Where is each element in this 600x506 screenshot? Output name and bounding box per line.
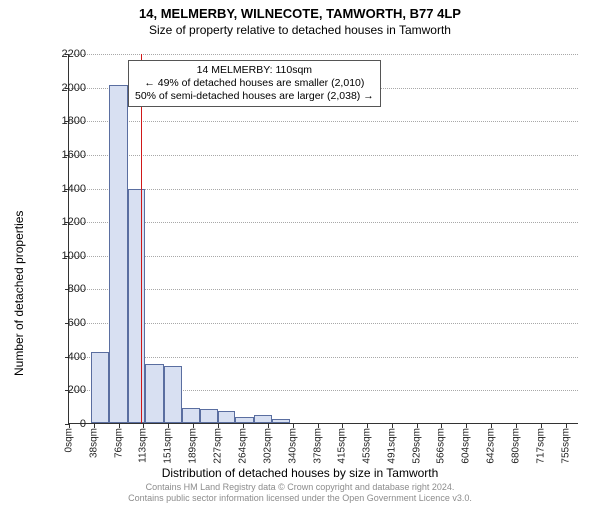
xtick-label: 755sqm xyxy=(560,428,571,464)
xtick-label: 151sqm xyxy=(163,428,174,464)
xtick-label: 604sqm xyxy=(461,428,472,464)
ytick-label: 200 xyxy=(68,384,86,396)
title-line1: 14, MELMERBY, WILNECOTE, TAMWORTH, B77 4… xyxy=(0,6,600,21)
xtick-label: 529sqm xyxy=(412,428,423,464)
xtick-label: 227sqm xyxy=(213,428,224,464)
plot-area: 0sqm38sqm76sqm113sqm151sqm189sqm227sqm26… xyxy=(68,54,578,424)
gridline xyxy=(69,357,578,358)
annotation-line3: 50% of semi-detached houses are larger (… xyxy=(135,90,374,103)
ytick-label: 2200 xyxy=(62,48,86,60)
ytick-label: 1800 xyxy=(62,115,86,127)
histogram-bar xyxy=(218,411,236,423)
footer-line1: Contains HM Land Registry data © Crown c… xyxy=(0,482,600,493)
xtick-label: 680sqm xyxy=(511,428,522,464)
xtick-label: 378sqm xyxy=(312,428,323,464)
histogram-bar xyxy=(182,408,200,423)
ytick-label: 800 xyxy=(68,283,86,295)
footer: Contains HM Land Registry data © Crown c… xyxy=(0,482,600,504)
histogram-bar xyxy=(145,364,163,423)
histogram-bar xyxy=(109,85,127,423)
title-line2: Size of property relative to detached ho… xyxy=(0,23,600,37)
xtick-label: 302sqm xyxy=(262,428,273,464)
ytick-label: 1200 xyxy=(62,216,86,228)
xtick-label: 113sqm xyxy=(138,428,149,463)
ytick-label: 1600 xyxy=(62,149,86,161)
histogram-bar xyxy=(272,419,290,423)
ytick-label: 600 xyxy=(68,317,86,329)
xtick-label: 0sqm xyxy=(64,428,75,452)
footer-line2: Contains public sector information licen… xyxy=(0,493,600,504)
xtick-label: 642sqm xyxy=(486,428,497,464)
gridline xyxy=(69,155,578,156)
ytick-label: 0 xyxy=(80,418,86,430)
histogram-bar xyxy=(235,417,253,423)
gridline xyxy=(69,289,578,290)
xtick-label: 189sqm xyxy=(188,428,199,464)
annotation-line2: ← 49% of detached houses are smaller (2,… xyxy=(135,77,374,90)
xtick-label: 415sqm xyxy=(337,428,348,464)
xtick-label: 566sqm xyxy=(436,428,447,464)
xtick-label: 491sqm xyxy=(387,428,398,464)
x-axis-label: Distribution of detached houses by size … xyxy=(0,466,600,480)
ytick-label: 1400 xyxy=(62,183,86,195)
chart-container: 0sqm38sqm76sqm113sqm151sqm189sqm227sqm26… xyxy=(68,54,578,424)
histogram-bar xyxy=(200,409,218,423)
xtick-label: 453sqm xyxy=(362,428,373,464)
ytick-label: 400 xyxy=(68,351,86,363)
xtick-label: 264sqm xyxy=(237,428,248,464)
gridline xyxy=(69,54,578,55)
annotation-line1: 14 MELMERBY: 110sqm xyxy=(135,64,374,77)
xtick-label: 76sqm xyxy=(114,428,125,458)
ytick-label: 1000 xyxy=(62,250,86,262)
histogram-bar xyxy=(164,366,182,423)
histogram-bar xyxy=(128,189,146,423)
annotation-box: 14 MELMERBY: 110sqm ← 49% of detached ho… xyxy=(128,60,381,107)
gridline xyxy=(69,323,578,324)
gridline xyxy=(69,222,578,223)
xtick-label: 38sqm xyxy=(89,428,100,458)
xtick-label: 340sqm xyxy=(287,428,298,464)
gridline xyxy=(69,256,578,257)
gridline xyxy=(69,189,578,190)
ytick-label: 2000 xyxy=(62,82,86,94)
histogram-bar xyxy=(91,352,109,423)
marker-line xyxy=(141,54,142,423)
y-axis-label: Number of detached properties xyxy=(12,211,26,376)
xtick-label: 717sqm xyxy=(535,428,546,464)
histogram-bar xyxy=(254,415,272,423)
gridline xyxy=(69,121,578,122)
